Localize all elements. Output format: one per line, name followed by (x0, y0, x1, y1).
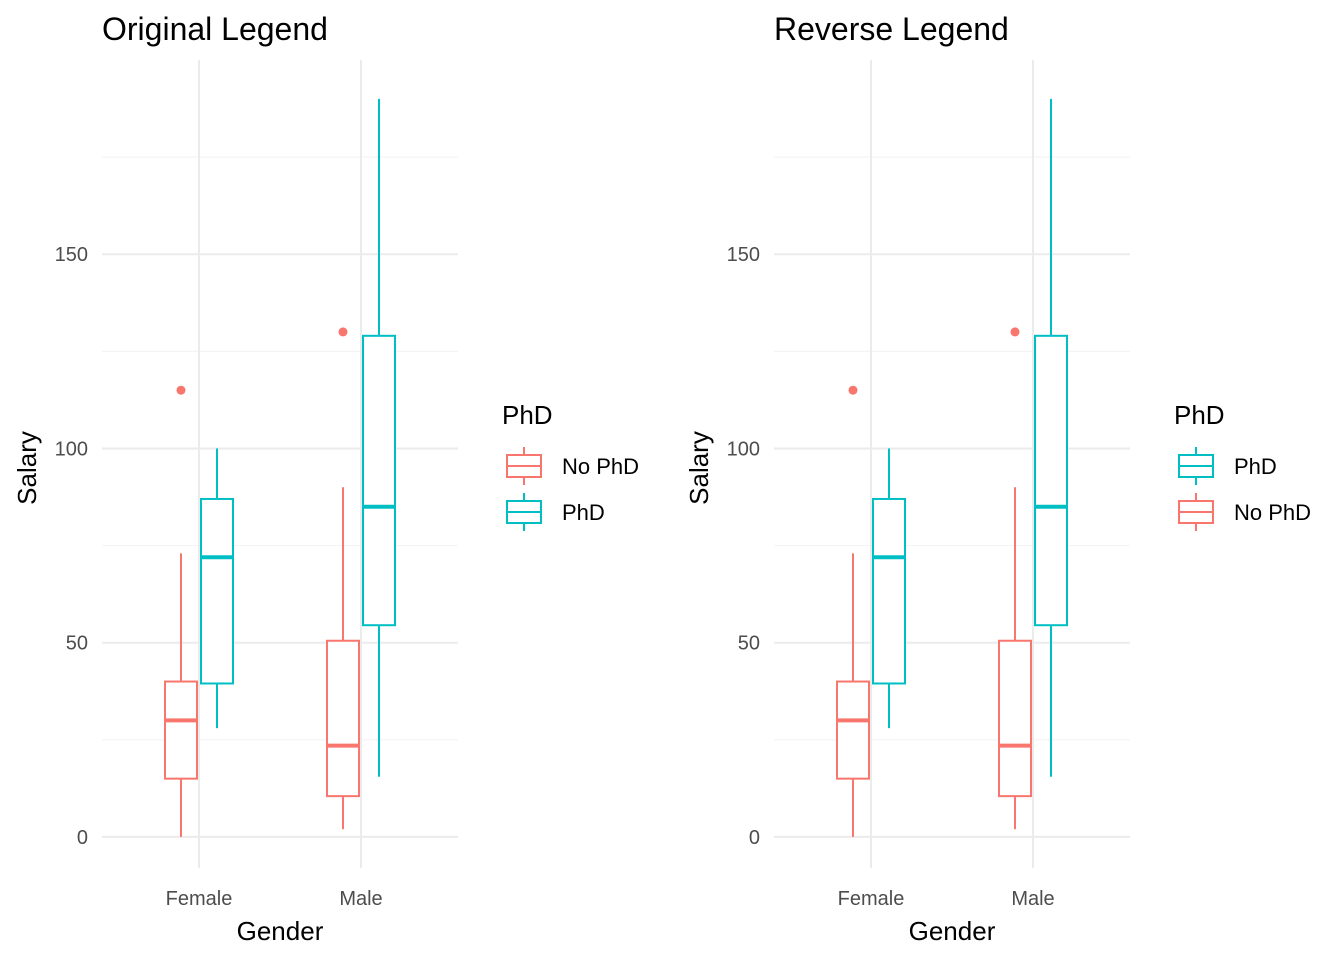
box-body (200, 497, 234, 685)
x-axis-title: Gender (909, 916, 996, 946)
chart-panel-2: 0 50 100 150 Female Male Reverse Legend Gender S… (684, 11, 1311, 946)
box-phd-male (1034, 98, 1068, 777)
legend-key-no_phd (506, 447, 542, 485)
outlier-point (338, 327, 348, 337)
box-phd-male (362, 98, 396, 777)
legend-key-phd (506, 493, 542, 531)
x-axis-title: Gender (237, 916, 324, 946)
chart-title: Reverse Legend (774, 11, 1009, 47)
y-tick-label: 100 (55, 438, 88, 460)
chart-panel-1: 0 50 100 150 Female Male Original Legend Gender… (12, 11, 639, 946)
outlier-point (176, 385, 186, 395)
box-no_phd-female (164, 385, 198, 837)
legend-label: No PhD (1234, 500, 1311, 525)
legend-label: PhD (562, 500, 605, 525)
legend-label: No PhD (562, 454, 639, 479)
box-body (164, 680, 198, 780)
legend-title: PhD (502, 400, 553, 430)
y-axis-title: Salary (12, 431, 42, 505)
box-phd-female (872, 448, 906, 729)
box-body (1034, 334, 1068, 627)
legend: PhD PhD No PhD (1174, 400, 1311, 531)
legend-key-phd (1178, 447, 1214, 485)
box-no_phd-male (998, 327, 1032, 830)
y-tick-label: 0 (749, 827, 760, 849)
x-tick-label: Female (166, 888, 233, 910)
y-axis-title: Salary (684, 431, 714, 505)
legend-key-no_phd (1178, 493, 1214, 531)
box-no_phd-male (326, 327, 360, 830)
legend-title: PhD (1174, 400, 1225, 430)
y-tick-label: 150 (55, 244, 88, 266)
x-tick-label: Female (838, 888, 905, 910)
x-tick-label: Male (1011, 888, 1054, 910)
outlier-point (1010, 327, 1020, 337)
box-phd-female (200, 448, 234, 729)
box-no_phd-female (836, 385, 870, 837)
legend: PhD No PhD PhD (502, 400, 639, 531)
chart-title: Original Legend (102, 11, 328, 47)
legend-label: PhD (1234, 454, 1277, 479)
box-body (362, 334, 396, 627)
box-body (326, 639, 360, 798)
y-tick-label: 150 (727, 244, 760, 266)
box-body (836, 680, 870, 780)
y-tick-label: 50 (66, 633, 88, 655)
outlier-point (848, 385, 858, 395)
box-body (998, 639, 1032, 798)
x-tick-label: Male (339, 888, 382, 910)
box-body (872, 497, 906, 685)
y-tick-label: 100 (727, 438, 760, 460)
y-tick-label: 50 (738, 633, 760, 655)
y-tick-label: 0 (77, 827, 88, 849)
